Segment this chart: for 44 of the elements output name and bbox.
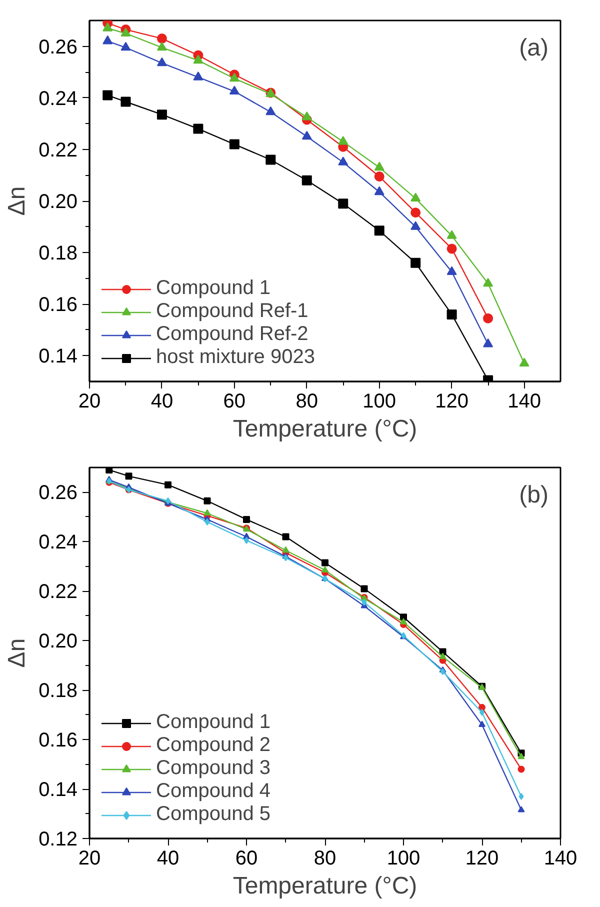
x-tick-label: 140 (544, 848, 578, 870)
y-tick-label: 0.16 (38, 730, 78, 752)
x-tick-label: 80 (314, 848, 336, 870)
y-tick-label: 0.14 (38, 346, 78, 368)
x-tick-label: 60 (235, 848, 258, 870)
y-tick-label: 0.14 (38, 779, 78, 802)
y-tick-label: 0.26 (38, 482, 78, 504)
y-tick-label: 0.18 (38, 242, 78, 265)
y-tick-label: 0.16 (38, 294, 78, 316)
x-tick-label: 60 (223, 390, 246, 412)
x-tick-label: 100 (386, 848, 420, 870)
x-tick-label: 20 (78, 848, 101, 870)
y-tick-label: 0.20 (38, 191, 78, 213)
legend-label: Compound 1 (156, 711, 271, 734)
legend-label: Compound 5 (156, 803, 271, 826)
annotation: (a) (519, 34, 549, 62)
x-tick-label: 40 (156, 848, 180, 870)
y-tick-label: 0.22 (38, 581, 78, 604)
x-tick-label: 20 (78, 390, 101, 412)
x-tick-label: 100 (362, 390, 396, 412)
y-tick-label: 0.24 (38, 88, 78, 110)
legend-label: Compound 3 (156, 757, 271, 780)
legend-label: Compound Ref-1 (156, 300, 308, 323)
y-axis-title: Δn (4, 186, 31, 216)
legend-label: Compound Ref-2 (156, 323, 308, 346)
y-tick-label: 0.26 (38, 36, 78, 58)
y-tick-label: 0.24 (38, 532, 78, 554)
legend-label: Compound 2 (156, 734, 271, 757)
y-tick-label: 0.20 (38, 630, 78, 653)
x-axis-title: Temperature (°C) (232, 872, 418, 900)
x-tick-label: 140 (508, 390, 541, 412)
y-tick-label: 0.18 (38, 680, 78, 702)
x-tick-label: 120 (435, 390, 468, 412)
legend-label: Compound 4 (156, 780, 271, 803)
annotation: (b) (519, 482, 549, 508)
legend-label: host mixture 9023 (156, 346, 315, 369)
x-axis-title: Temperature (°C) (232, 416, 418, 442)
y-tick-label: 0.22 (38, 139, 78, 162)
x-tick-label: 120 (465, 848, 499, 870)
x-tick-label: 80 (296, 390, 318, 412)
y-axis-title: Δn (4, 638, 31, 668)
y-tick-label: 0.12 (38, 828, 78, 850)
legend-label: Compound 1 (156, 277, 271, 300)
x-tick-label: 40 (150, 390, 174, 412)
